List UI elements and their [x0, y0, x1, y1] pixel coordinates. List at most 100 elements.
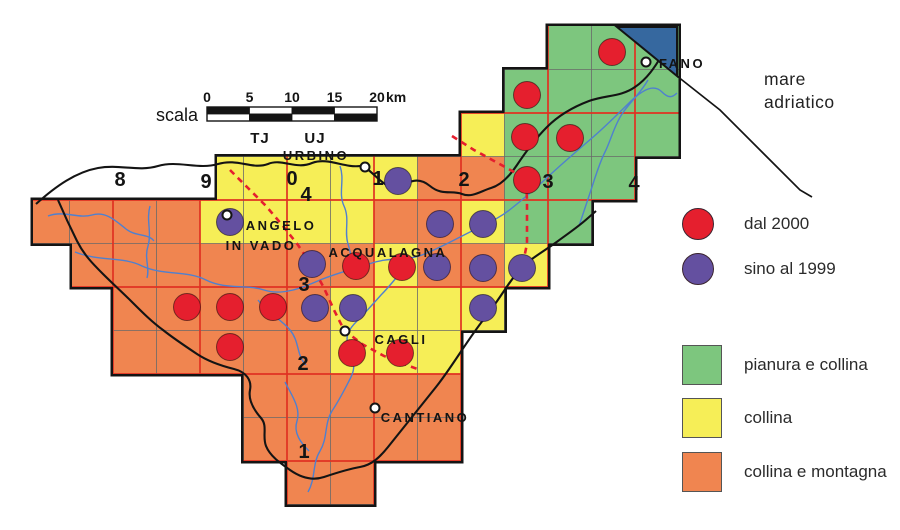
legend-label-sino-al-1999: sino al 1999 [744, 259, 836, 278]
record-dot-dal-2000 [386, 339, 414, 367]
record-dot-sino-al-1999 [508, 254, 536, 282]
scale-label: scala [156, 105, 199, 125]
map-cell [417, 417, 461, 461]
sea-label-line2: adriatico [764, 92, 835, 112]
dashed-boundary-line [229, 169, 421, 372]
legend-swatch-pianura-e-collina [682, 345, 722, 385]
town-label-in-vado: IN VADO [226, 238, 297, 253]
record-dot-sino-al-1999 [301, 294, 329, 322]
grid-number: 3 [542, 171, 553, 193]
record-dot-dal-2000 [259, 293, 287, 321]
map-cell [113, 330, 157, 374]
map-cell [591, 156, 635, 200]
map-cell [243, 374, 287, 418]
scale-tick: 5 [246, 89, 254, 105]
map-cell [330, 374, 374, 418]
map-cell [200, 243, 244, 287]
town-label-cantiano: CANTIANO [381, 410, 470, 425]
legend-label-dal-2000: dal 2000 [744, 214, 810, 233]
record-dot-sino-al-1999 [423, 253, 451, 281]
legend-label-collina-e-montagna: collina e montagna [744, 462, 887, 481]
record-dot-sino-al-1999 [469, 210, 497, 238]
map-cell [243, 330, 287, 374]
map-cell [72, 243, 113, 287]
map-cell [330, 461, 374, 505]
map-cell [330, 200, 374, 244]
record-dot-sino-al-1999 [298, 250, 326, 278]
map-cell [243, 243, 287, 287]
zone-label-uj: UJ [304, 130, 325, 147]
record-dot-sino-al-1999 [469, 294, 497, 322]
river-line [74, 87, 678, 293]
record-dot-dal-2000 [342, 252, 370, 280]
river-line [578, 79, 649, 227]
record-dot-dal-2000 [388, 253, 416, 281]
map-cell [461, 113, 505, 157]
map-cell [156, 243, 200, 287]
sea-label-line1: mare [764, 69, 806, 89]
scale-tick: 20 [369, 89, 385, 105]
grid-number: 4 [628, 173, 640, 195]
grid-number: 4 [300, 184, 312, 206]
map-cell [417, 330, 461, 374]
scale-tick: 15 [327, 89, 343, 105]
legend-dot-dal-2000 [682, 208, 714, 240]
grid-number: 1 [298, 441, 309, 463]
grid-number: 1 [372, 168, 383, 190]
map-cell [287, 374, 331, 418]
river-line [47, 213, 155, 242]
legend-swatch-collina [682, 398, 722, 438]
record-dot-dal-2000 [338, 339, 366, 367]
record-dot-dal-2000 [556, 124, 584, 152]
map-cell [417, 287, 461, 331]
map-cell [330, 417, 374, 461]
grid-number: 8 [114, 169, 125, 191]
map-cell [287, 461, 331, 505]
legend-label-pianura-e-collina: pianura e collina [744, 355, 868, 374]
grid-number: 9 [200, 171, 211, 193]
sea-wedge [614, 26, 678, 79]
map-cell [287, 417, 331, 461]
record-dot-dal-2000 [511, 123, 539, 151]
record-dot-dal-2000 [598, 38, 626, 66]
record-dot-dal-2000 [216, 333, 244, 361]
town-marker-fano [640, 56, 652, 68]
grid-number: 2 [458, 169, 469, 191]
scale-bar: 0 5 10 15 20 km scala [156, 89, 406, 125]
map-cell [113, 243, 157, 287]
town-marker-cagli [339, 325, 351, 337]
record-dot-dal-2000 [216, 293, 244, 321]
legend-label-collina: collina [744, 408, 793, 427]
zone-label-tj: TJ [250, 130, 270, 147]
record-dot-sino-al-1999 [339, 294, 367, 322]
map-cell [113, 287, 157, 331]
map-cell [591, 113, 635, 157]
map-cell [33, 200, 113, 244]
coastline [676, 75, 813, 198]
legend-swatch-collina-e-montagna [682, 452, 722, 492]
boundary-line [57, 199, 597, 480]
river-line [284, 381, 310, 452]
map-cell [287, 200, 331, 244]
sea-label: mare adriatico [764, 68, 835, 114]
map-cell [548, 26, 592, 70]
legend-dot-sino-al-1999 [682, 253, 714, 285]
record-dot-sino-al-1999 [384, 167, 412, 195]
grid-number: 3 [298, 274, 309, 296]
record-dot-sino-al-1999 [426, 210, 454, 238]
map-cell [635, 113, 679, 157]
map-cell [374, 200, 418, 244]
map-cell [548, 69, 592, 113]
town-marker-in-vado [221, 209, 233, 221]
town-label-angelo: ANGELO [246, 218, 317, 233]
record-dot-sino-al-1999 [469, 254, 497, 282]
town-label-urbino: URBINO [283, 148, 349, 163]
map-cell [156, 200, 200, 244]
town-marker-urbino [359, 161, 371, 173]
town-marker-cantiano [369, 402, 381, 414]
record-dot-dal-2000 [513, 166, 541, 194]
map-cell [461, 156, 505, 200]
town-label-cagli: CAGLI [375, 332, 428, 347]
map-cell [548, 156, 592, 200]
